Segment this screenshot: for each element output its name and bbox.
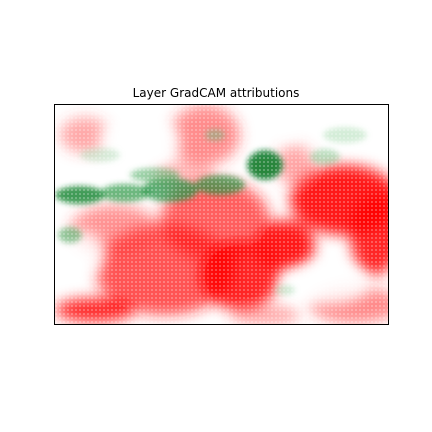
chart-title: Layer GradCAM attributions <box>132 86 300 100</box>
heatmap-svg <box>55 105 388 324</box>
texture-overlay <box>55 105 388 324</box>
heatmap-axes <box>54 104 389 325</box>
